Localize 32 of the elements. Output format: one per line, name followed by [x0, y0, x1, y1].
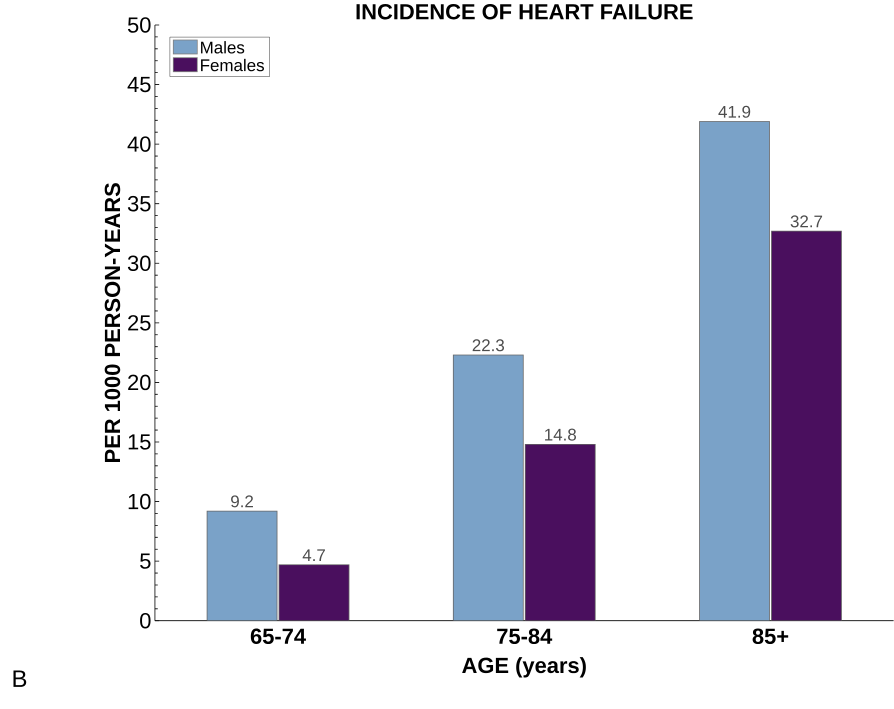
legend-label: Males: [201, 41, 244, 54]
x-tick-label: 65-74: [250, 628, 306, 644]
data-label: 32.7: [790, 216, 822, 228]
y-tick-label: 10: [128, 494, 151, 510]
y-tick-label: 35: [128, 196, 150, 212]
bar: [278, 564, 350, 621]
data-label: 22.3: [472, 339, 504, 352]
text: B: [13, 670, 26, 688]
bar: [699, 121, 770, 621]
data-label: 4.7: [302, 550, 325, 562]
x-tick-label: 85+: [752, 628, 788, 644]
y-tick-label: 45: [128, 77, 150, 92]
y-tick-label: 30: [128, 256, 151, 272]
chart-title: INCIDENCE OF HEART FAILURE: [356, 4, 693, 20]
x-axis-title: AGE (years): [462, 657, 586, 678]
y-tick-label: 25: [128, 315, 150, 331]
y-tick-label: 15: [128, 434, 150, 450]
bar: [206, 510, 278, 621]
y-tick-label: 20: [128, 374, 151, 390]
y-tick-label: 5: [140, 554, 150, 569]
data-label: 14.8: [545, 428, 576, 441]
y-tick-label: 0: [140, 613, 151, 629]
bar: [452, 354, 524, 621]
y-tick-label: 50: [128, 17, 151, 33]
x-tick-label: 75-84: [497, 628, 552, 644]
bar: [524, 444, 596, 621]
data-label: 41.9: [718, 106, 750, 118]
y-axis-title: PER 1000 PERSON-YEARS: [104, 183, 120, 462]
data-label: 9.2: [231, 496, 253, 508]
bar: [771, 230, 842, 621]
legend-label: Females: [201, 58, 264, 72]
y-tick-label: 40: [128, 136, 151, 152]
